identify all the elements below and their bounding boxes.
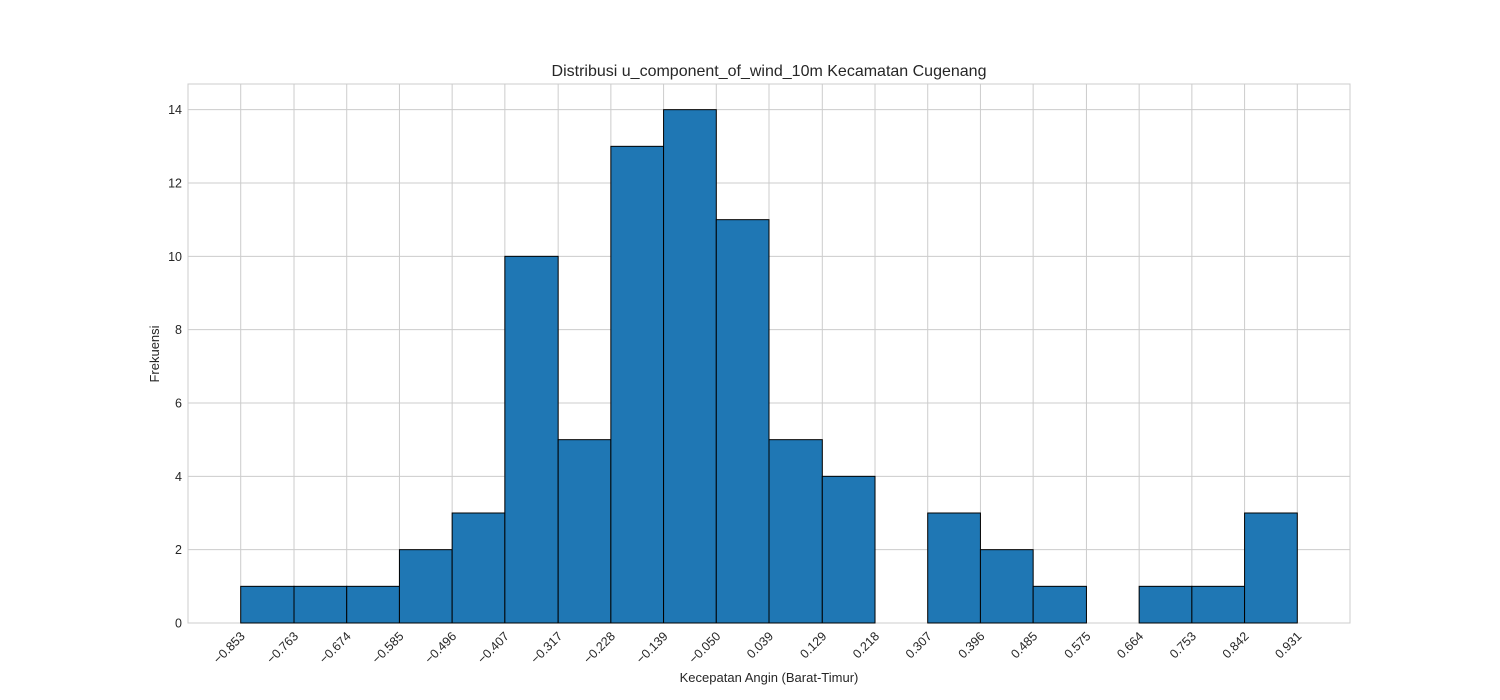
y-tick-label: 0 — [175, 617, 182, 631]
x-tick-label: −0.585 — [369, 629, 406, 666]
x-tick-label: −0.317 — [528, 629, 565, 666]
histogram-bar — [821, 475, 876, 624]
histogram-bar — [715, 219, 770, 624]
histogram-bar — [1191, 585, 1246, 624]
x-axis-ticks: −0.853 −0.763 −0.674 −0.585 −0.496 −0.407 −0.3… — [211, 629, 1305, 666]
x-tick-label: −0.763 — [264, 629, 301, 666]
x-tick-label: 0.931 — [1272, 629, 1304, 661]
x-tick-label: −0.407 — [475, 629, 512, 666]
x-tick-label: −0.853 — [211, 629, 248, 666]
x-tick-label: −0.139 — [634, 629, 671, 666]
x-tick-label: 0.842 — [1220, 629, 1252, 661]
histogram-bar — [240, 585, 295, 624]
histogram-bar — [768, 439, 823, 624]
histogram-bar — [979, 549, 1034, 624]
y-tick-label: 2 — [175, 543, 182, 557]
y-tick-label: 6 — [175, 397, 182, 411]
x-tick-label: 0.485 — [1008, 629, 1040, 661]
histogram-bar — [293, 585, 348, 624]
histogram-bar — [451, 512, 506, 624]
x-tick-label: −0.496 — [422, 629, 459, 666]
histogram-bars — [240, 109, 1298, 624]
histogram-bar — [1138, 585, 1193, 624]
y-tick-label: 8 — [175, 323, 182, 337]
y-tick-label: 14 — [168, 103, 182, 117]
y-tick-label: 4 — [175, 470, 182, 484]
x-tick-label: 0.129 — [797, 629, 829, 661]
histogram-bar — [346, 585, 400, 624]
y-tick-label: 10 — [168, 250, 182, 264]
x-axis-label: Kecepatan Angin (Barat-Timur) — [680, 670, 859, 685]
y-axis-label: Frekuensi — [147, 325, 162, 382]
x-tick-label: 0.218 — [850, 629, 882, 661]
x-tick-label: −0.228 — [581, 629, 618, 666]
chart-title: Distribusi u_component_of_wind_10m Kecam… — [552, 63, 987, 80]
x-tick-label: 0.753 — [1167, 629, 1199, 661]
x-tick-label: −0.050 — [686, 629, 723, 666]
x-tick-label: 0.307 — [903, 629, 935, 661]
histogram-bar — [1244, 512, 1298, 624]
x-tick-label: 0.664 — [1114, 629, 1146, 661]
histogram-bar — [663, 109, 717, 624]
histogram-bar — [504, 255, 559, 624]
x-tick-label: 0.039 — [744, 629, 776, 661]
histogram-bar — [557, 439, 612, 624]
x-tick-label: 0.575 — [1062, 629, 1094, 661]
x-tick-label: −0.674 — [317, 629, 354, 666]
histogram-bar — [1032, 585, 1087, 624]
y-tick-label: 12 — [168, 177, 182, 191]
histogram-bar — [927, 512, 981, 624]
y-axis-ticks: 0 2 4 6 8 10 12 14 — [168, 103, 182, 630]
x-tick-label: 0.396 — [956, 629, 988, 661]
histogram-bar — [398, 549, 453, 624]
histogram-bar — [610, 145, 665, 624]
